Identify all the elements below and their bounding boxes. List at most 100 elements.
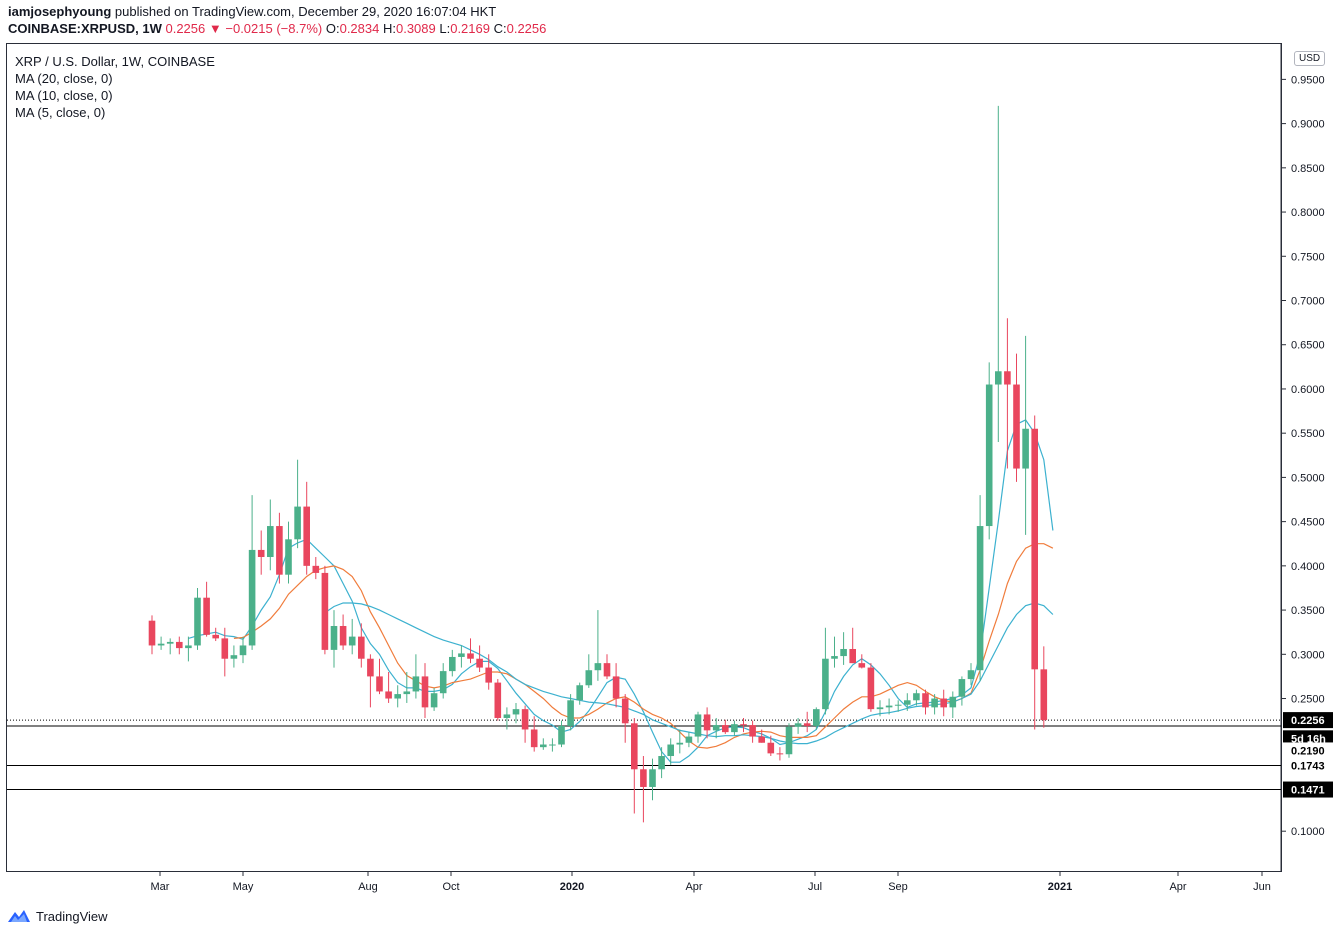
candle-body (476, 658, 483, 668)
x-tick-label: Apr (685, 881, 702, 893)
open-value: 0.2834 (339, 21, 380, 36)
legend-ma10[interactable]: MA (10, close, 0) (15, 88, 113, 103)
close-value: 0.2256 (506, 21, 547, 36)
candle-body (385, 691, 392, 699)
price-change: −0.0215 (−8.7%) (225, 21, 323, 36)
candle-body (658, 756, 665, 770)
candle-body (603, 663, 611, 677)
price-label-text: 0.1471 (1291, 785, 1325, 797)
candle-body (367, 658, 374, 677)
chart-legend: XRP / U.S. Dollar, 1W, COINBASE MA (20, … (15, 53, 215, 121)
candle-body (312, 565, 320, 573)
candle-body (894, 704, 902, 706)
candle-body (794, 723, 802, 727)
candle-body (549, 744, 556, 746)
candle-body (958, 679, 966, 697)
candle-body (612, 676, 620, 699)
candle-body (703, 714, 711, 731)
candle-body (403, 691, 411, 695)
y-tick-label: 0.3000 (1291, 649, 1325, 661)
candle-body (712, 725, 720, 731)
candle-body (267, 526, 274, 558)
y-tick-label: 0.3500 (1291, 605, 1325, 617)
legend-ma5[interactable]: MA (5, close, 0) (15, 105, 106, 120)
y-tick-label: 0.4500 (1291, 517, 1325, 529)
candle-body (1040, 669, 1048, 721)
candle-body (904, 700, 911, 705)
candle-body (949, 696, 957, 708)
author-name[interactable]: iamjosephyoung (8, 4, 112, 19)
x-tick-label: Jun (1253, 881, 1271, 893)
candle-body (731, 724, 738, 733)
candle-body (339, 625, 347, 646)
candle-body (358, 636, 365, 659)
candle-body (421, 676, 429, 708)
candle-body (840, 648, 847, 657)
candle-body (303, 506, 310, 566)
candle-body (876, 707, 884, 710)
candle-body (976, 526, 984, 671)
symbol-name: COINBASE:XRPUSD, 1W (8, 21, 162, 36)
y-tick-label: 0.8500 (1291, 163, 1325, 175)
y-tick-label: 0.7500 (1291, 251, 1325, 263)
candle-body (512, 709, 520, 715)
candle-body (749, 725, 756, 737)
price-label-text: 0.2256 (1291, 715, 1325, 727)
y-tick-label: 0.4000 (1291, 561, 1325, 573)
publish-text: published on TradingView.com, December 2… (111, 4, 497, 19)
high-value: 0.3089 (395, 21, 436, 36)
x-tick-label: Mar (151, 881, 170, 893)
candle-body (212, 634, 219, 639)
candle-body (813, 709, 820, 726)
candle-body (166, 641, 174, 644)
candle-body (376, 676, 383, 692)
candle-body (740, 724, 747, 726)
candle-body (185, 645, 192, 649)
candle-body (176, 641, 183, 649)
candle-body (649, 769, 656, 787)
candle-body (803, 723, 811, 726)
candle-body (822, 658, 829, 710)
high-label: H: (382, 21, 396, 36)
low-label: L: (439, 21, 451, 36)
candle-body (1004, 371, 1011, 385)
candle-body (203, 597, 210, 635)
legend-ma20[interactable]: MA (20, close, 0) (15, 71, 113, 86)
tradingview-logo-icon (8, 910, 30, 922)
candle-body (885, 705, 893, 708)
x-tick-label: Apr (1169, 881, 1186, 893)
candle-body (230, 655, 238, 659)
y-tick-label: 0.8000 (1291, 207, 1325, 219)
y-tick-label: 0.7000 (1291, 296, 1325, 308)
candle-body (722, 725, 729, 733)
x-tick-label: Aug (358, 881, 378, 893)
candle-body (631, 723, 638, 770)
currency-badge[interactable]: USD (1294, 51, 1326, 66)
legend-title[interactable]: XRP / U.S. Dollar, 1W, COINBASE (15, 54, 215, 69)
publish-info: iamjosephyoung published on TradingView.… (8, 4, 496, 19)
candle-body (239, 645, 247, 656)
candle-body (931, 698, 938, 708)
candle-body (449, 656, 456, 672)
y-tick-label: 0.6000 (1291, 384, 1325, 396)
candle-body (494, 682, 502, 718)
open-label: O: (325, 21, 340, 36)
candle-body (221, 638, 229, 659)
candle-body (558, 725, 565, 745)
close-label: C: (493, 21, 507, 36)
y-tick-label: 0.5000 (1291, 472, 1325, 484)
y-tick-label: 0.6500 (1291, 340, 1325, 352)
candle-body (858, 663, 866, 668)
tradingview-footer[interactable]: TradingView (6, 908, 108, 924)
change-down-icon: ▼ (208, 21, 222, 36)
candle-body (467, 653, 474, 659)
candle-body (767, 742, 775, 754)
price-label-box (1283, 712, 1333, 729)
candle-body (294, 506, 301, 540)
candle-body (685, 736, 693, 743)
x-tick-label: Oct (442, 881, 459, 893)
y-tick-label: 0.1000 (1291, 826, 1325, 838)
candle-body (758, 736, 765, 743)
candle-body (967, 670, 975, 680)
